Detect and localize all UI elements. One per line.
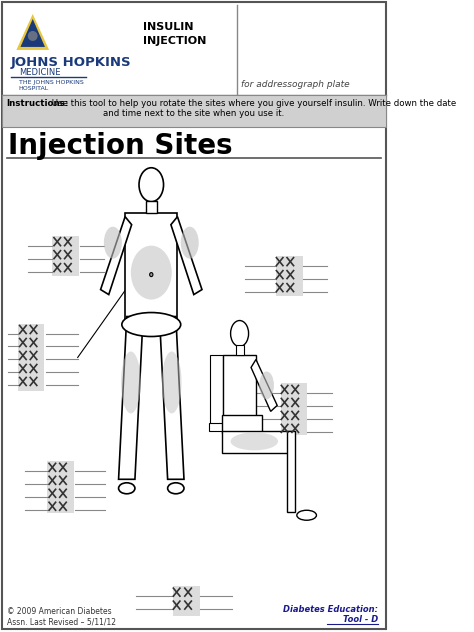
Text: Injection Sites: Injection Sites — [8, 132, 233, 160]
Text: for addressograph plate: for addressograph plate — [241, 80, 350, 89]
Polygon shape — [287, 432, 295, 513]
Ellipse shape — [297, 510, 317, 520]
Ellipse shape — [230, 432, 278, 451]
Bar — [173, 586, 200, 616]
Bar — [146, 201, 157, 213]
Text: Diabetes Education:: Diabetes Education: — [283, 605, 378, 614]
Text: Use this tool to help you rotate the sites where you give yourself insulin. Writ: Use this tool to help you rotate the sit… — [49, 99, 456, 108]
Ellipse shape — [122, 313, 181, 336]
Text: © 2009 American Diabetes
Assn. Last Revised – 5/11/12: © 2009 American Diabetes Assn. Last Revi… — [7, 607, 116, 626]
Ellipse shape — [259, 372, 274, 399]
Bar — [1, 95, 386, 127]
Bar — [125, 213, 177, 320]
Polygon shape — [100, 217, 132, 295]
Ellipse shape — [104, 227, 122, 258]
Bar — [276, 255, 302, 296]
Polygon shape — [17, 14, 49, 50]
Bar — [210, 355, 223, 425]
Ellipse shape — [118, 483, 135, 494]
Ellipse shape — [28, 31, 37, 41]
Ellipse shape — [181, 227, 199, 258]
Bar — [222, 415, 263, 434]
Polygon shape — [171, 217, 202, 295]
Text: JOHNS HOPKINS: JOHNS HOPKINS — [10, 56, 131, 69]
Ellipse shape — [121, 351, 141, 413]
Text: Instructions:: Instructions: — [7, 99, 69, 108]
Bar — [222, 432, 293, 453]
Text: INSULIN: INSULIN — [143, 22, 193, 32]
Polygon shape — [223, 355, 256, 417]
Polygon shape — [251, 360, 277, 411]
Ellipse shape — [131, 246, 172, 300]
Text: and time next to the site when you use it.: and time next to the site when you use i… — [103, 109, 284, 118]
Text: THE JOHNS HOPKINS
HOSPITAL: THE JOHNS HOPKINS HOSPITAL — [19, 80, 83, 90]
Polygon shape — [118, 317, 143, 479]
Ellipse shape — [162, 351, 182, 413]
Ellipse shape — [230, 320, 248, 346]
Ellipse shape — [139, 167, 164, 202]
Ellipse shape — [168, 483, 184, 494]
Bar — [209, 423, 223, 432]
Bar — [236, 346, 244, 355]
Polygon shape — [159, 317, 184, 479]
Bar — [281, 384, 308, 435]
Text: INJECTION: INJECTION — [143, 36, 207, 46]
Bar — [52, 236, 79, 276]
Ellipse shape — [150, 272, 153, 277]
Bar — [18, 324, 44, 391]
Text: Tool - D: Tool - D — [343, 615, 378, 624]
Polygon shape — [20, 19, 45, 47]
Bar — [47, 461, 73, 513]
Text: MEDICINE: MEDICINE — [19, 68, 60, 77]
